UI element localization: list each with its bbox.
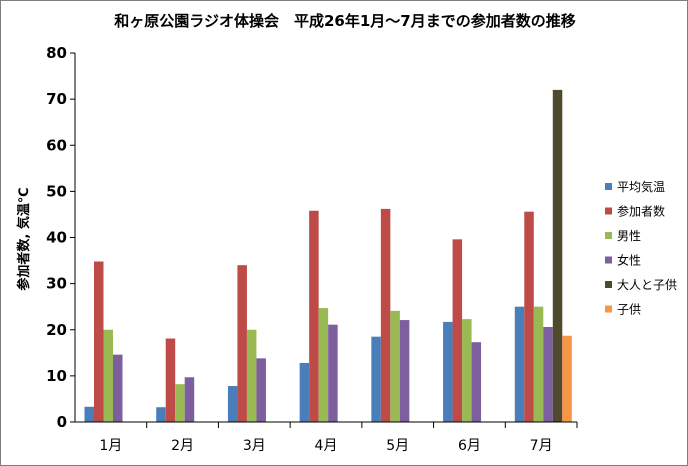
y-tick-label: 30 [46,275,67,293]
bar-1-5 [371,336,381,422]
bars-group [84,89,572,423]
y-tick-label: 60 [46,136,67,154]
legend-swatch-3 [605,232,612,239]
bar-3-2 [175,384,185,422]
legend-swatch-2 [605,207,612,215]
x-axis-labels: 1月 2月 3月 4月 5月 6月 7月 [99,438,552,454]
bar-2-2 [165,338,176,422]
bar-3-4 [318,308,329,422]
y-axis-ticks: 0 10 20 30 40 50 60 70 80 [46,44,75,431]
x-tick-label: 3月 [243,438,266,454]
legend-swatch-6 [605,305,612,313]
bar-3-5 [390,310,400,422]
bar-6-7 [562,335,572,422]
bar-4-1 [113,354,123,422]
x-axis-ticks [146,422,578,428]
x-tick-label: 5月 [386,438,409,454]
y-axis-label: 参加者数, 気温℃ [16,187,32,290]
y-tick-label: 0 [57,413,67,431]
x-tick-label: 7月 [530,438,553,454]
bar-1-7 [514,306,525,422]
bar-3-7 [533,306,544,422]
legend-label-2: 参加者数 [617,204,665,219]
bar-4-6 [471,342,482,422]
x-tick-label: 1月 [99,438,122,454]
bar-1-4 [299,362,310,422]
legend-label-5: 大人と子供 [617,278,677,292]
bar-3-1 [103,329,113,422]
y-tick-label: 80 [46,44,67,62]
legend-label-6: 子供 [617,303,641,317]
x-tick-label: 2月 [171,438,194,454]
y-tick-label: 40 [46,229,67,247]
bar-1-2 [156,407,166,422]
bar-3-3 [246,329,257,422]
bar-2-1 [94,261,104,422]
x-tick-label: 4月 [315,438,338,454]
y-tick-label: 10 [46,367,67,385]
chart-title: 和ヶ原公園ラジオ体操会 平成26年1月～7月までの参加者数の推移 [114,12,575,30]
y-tick-label: 50 [46,182,67,200]
bar-2-3 [237,265,247,422]
legend-swatch-5 [605,281,612,288]
legend-swatch-1 [605,183,612,190]
bar-3-6 [462,319,472,422]
y-tick-label: 70 [46,90,67,108]
bar-1-6 [443,321,453,422]
bar-4-5 [399,320,410,422]
bar-4-4 [328,324,338,422]
legend-label-1: 平均気温 [617,179,665,194]
bar-5-7 [552,89,563,423]
bar-4-7 [543,326,553,422]
bar-2-7 [524,211,534,422]
legend-label-4: 女性 [617,253,641,268]
bar-1-1 [84,406,94,422]
bar-1-3 [227,386,238,422]
legend-swatch-4 [605,256,612,264]
bar-2-4 [309,210,319,422]
bar-2-5 [380,208,391,422]
bar-4-2 [184,377,195,422]
y-tick-label: 20 [46,321,67,339]
bar-4-3 [256,358,266,422]
bar-2-6 [452,239,463,422]
x-tick-label: 6月 [458,438,481,454]
legend-label-3: 男性 [617,229,641,243]
